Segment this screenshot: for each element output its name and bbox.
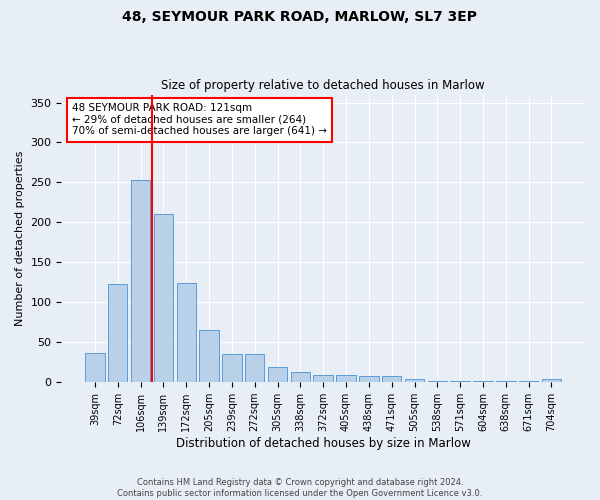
Bar (382, 376, 401, 382)
Bar (428, 380, 447, 382)
Bar (154, 214, 173, 382)
Text: Contains HM Land Registry data © Crown copyright and database right 2024.
Contai: Contains HM Land Registry data © Crown c… (118, 478, 482, 498)
Bar (405, 379, 424, 382)
Bar (290, 372, 310, 382)
Bar (176, 283, 196, 382)
Bar (337, 375, 356, 382)
Y-axis label: Number of detached properties: Number of detached properties (15, 150, 25, 326)
Bar (268, 367, 287, 382)
Text: 48 SEYMOUR PARK ROAD: 121sqm
← 29% of detached houses are smaller (264)
70% of s: 48 SEYMOUR PARK ROAD: 121sqm ← 29% of de… (72, 103, 327, 136)
Bar (199, 330, 219, 382)
X-axis label: Distribution of detached houses by size in Marlow: Distribution of detached houses by size … (176, 437, 470, 450)
Text: 48, SEYMOUR PARK ROAD, MARLOW, SL7 3EP: 48, SEYMOUR PARK ROAD, MARLOW, SL7 3EP (122, 10, 478, 24)
Bar (222, 354, 242, 382)
Bar (542, 379, 561, 382)
Bar (359, 376, 379, 382)
Bar (85, 352, 104, 382)
Title: Size of property relative to detached houses in Marlow: Size of property relative to detached ho… (161, 79, 485, 92)
Bar (108, 284, 127, 382)
Bar (245, 354, 265, 382)
Bar (131, 180, 150, 382)
Bar (313, 375, 333, 382)
